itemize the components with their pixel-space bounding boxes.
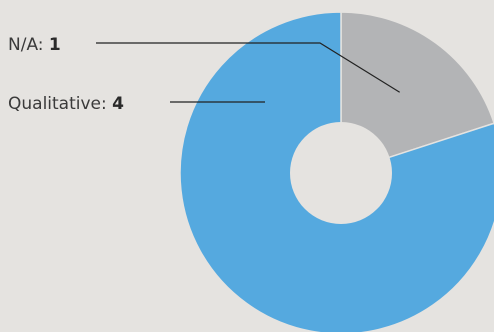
slice-value-qualitative: 4 xyxy=(112,94,124,114)
data-label-qualitative: Qualitative: 4 xyxy=(8,94,124,114)
slice-value-n-a: 1 xyxy=(49,35,61,55)
slice-n-a xyxy=(340,11,494,175)
slice-label-n-a: N/A: xyxy=(8,35,49,55)
leader-line-n-a xyxy=(96,42,400,93)
slice-label-qualitative: Qualitative: xyxy=(8,94,112,114)
leaders-layer xyxy=(96,42,400,103)
labels-layer: N/A: 1 Qualitative: 4 xyxy=(8,35,124,114)
donut-hole xyxy=(290,122,392,224)
data-label-n-a: N/A: 1 xyxy=(8,35,61,55)
